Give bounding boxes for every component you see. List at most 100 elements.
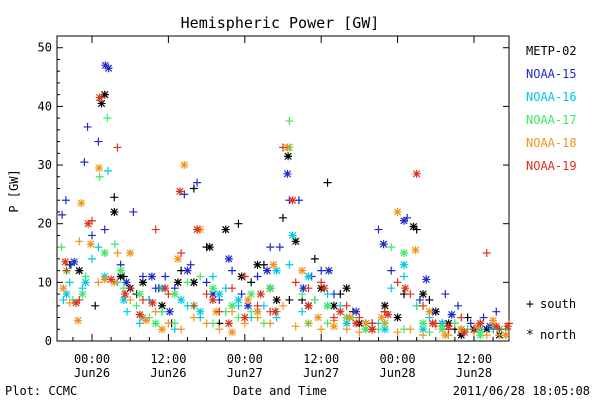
footer-timestamp: 2011/06/28 18:05:08 xyxy=(453,384,590,398)
point-north xyxy=(135,310,144,319)
point-south xyxy=(61,196,70,205)
point-south xyxy=(266,243,275,252)
point-north xyxy=(95,163,104,172)
point-north xyxy=(86,240,95,249)
point-north xyxy=(240,313,249,322)
point-south xyxy=(387,266,396,275)
x-axis-label: Date and Time xyxy=(233,384,327,398)
point-south xyxy=(164,319,173,328)
point-south xyxy=(103,166,112,175)
point-north xyxy=(193,225,202,234)
point-north xyxy=(271,307,280,316)
point-north xyxy=(221,225,230,234)
point-north xyxy=(399,249,408,258)
point-south xyxy=(215,325,224,334)
x-axis: 00:00Jun2612:00Jun2600:00Jun2712:00Jun27… xyxy=(72,36,494,380)
point-north xyxy=(61,257,70,266)
point-north xyxy=(59,284,68,293)
x-tick-label-time: 12:00 xyxy=(456,352,492,366)
point-north xyxy=(70,257,79,266)
point-south xyxy=(151,225,160,234)
point-south xyxy=(240,272,249,281)
series-metp-02 xyxy=(65,90,510,340)
point-south xyxy=(323,319,332,328)
point-north xyxy=(304,272,313,281)
point-south xyxy=(317,325,326,334)
point-north xyxy=(256,290,265,299)
point-north xyxy=(329,301,338,310)
point-south xyxy=(189,313,198,322)
point-north xyxy=(75,266,84,275)
point-north xyxy=(247,290,256,299)
point-south xyxy=(406,290,415,299)
point-north xyxy=(409,222,418,231)
legend-entry: NOAA-19 xyxy=(526,159,577,173)
point-north xyxy=(142,316,151,325)
point-south xyxy=(180,190,189,199)
point-north xyxy=(208,284,217,293)
point-north xyxy=(173,254,182,263)
point-north xyxy=(399,216,408,225)
legend-entry: NOAA-18 xyxy=(526,136,577,150)
point-north xyxy=(336,307,345,316)
point-south xyxy=(94,278,103,287)
point-north xyxy=(100,90,109,99)
point-south xyxy=(81,272,90,281)
point-south xyxy=(393,328,402,337)
x-tick-label-date: Jun26 xyxy=(150,366,186,380)
point-south xyxy=(58,210,67,219)
point-north xyxy=(269,260,278,269)
point-north xyxy=(304,301,313,310)
point-north xyxy=(95,93,104,102)
point-south xyxy=(457,313,466,322)
point-south xyxy=(94,243,103,252)
point-north xyxy=(272,295,281,304)
marker-legend-symbol: + xyxy=(526,297,534,312)
marker-legend-label: north xyxy=(540,328,576,342)
y-tick-label: 40 xyxy=(38,99,52,113)
point-south xyxy=(253,272,262,281)
point-south xyxy=(450,319,459,328)
point-south xyxy=(393,278,402,287)
point-north xyxy=(104,64,113,73)
point-south xyxy=(285,260,294,269)
point-north xyxy=(361,325,370,334)
point-south xyxy=(482,249,491,258)
point-south xyxy=(95,172,104,181)
point-south xyxy=(129,207,138,216)
point-south xyxy=(441,290,450,299)
point-south xyxy=(298,307,307,316)
point-north xyxy=(151,319,160,328)
point-north xyxy=(77,199,86,208)
point-north xyxy=(175,187,184,196)
point-south xyxy=(126,284,135,293)
point-north xyxy=(460,328,469,337)
point-south xyxy=(304,284,313,293)
point-north xyxy=(501,331,510,340)
point-south xyxy=(329,313,338,322)
y-tick-label: 50 xyxy=(38,41,52,55)
legend-entry: NOAA-17 xyxy=(526,113,577,127)
point-south xyxy=(110,240,119,249)
point-north xyxy=(116,266,125,275)
x-tick-label-time: 12:00 xyxy=(303,352,339,366)
point-south xyxy=(317,266,326,275)
point-north xyxy=(401,284,410,293)
point-south xyxy=(387,284,396,293)
point-north xyxy=(272,266,281,275)
point-south xyxy=(57,243,66,252)
point-south xyxy=(419,331,428,340)
point-north xyxy=(243,295,252,304)
point-south xyxy=(425,328,434,337)
point-north xyxy=(196,307,205,316)
point-north xyxy=(138,278,147,287)
point-north xyxy=(158,301,167,310)
point-north xyxy=(377,313,386,322)
x-tick-label-time: 00:00 xyxy=(380,352,416,366)
point-south xyxy=(310,295,319,304)
point-south xyxy=(91,301,100,310)
point-south xyxy=(161,272,170,281)
point-north xyxy=(208,290,217,299)
point-north xyxy=(345,313,354,322)
point-south xyxy=(94,137,103,146)
